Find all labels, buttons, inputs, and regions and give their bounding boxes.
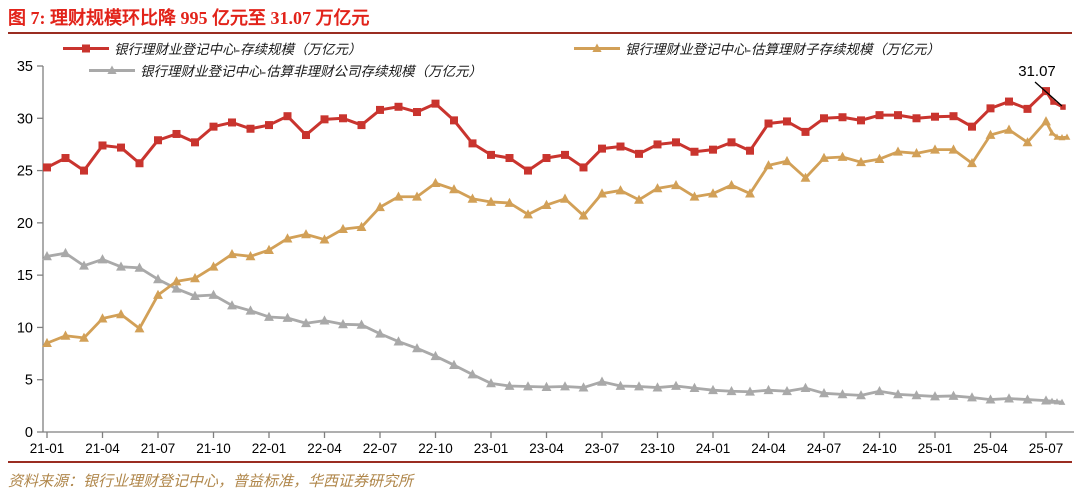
svg-text:25-01: 25-01 <box>918 441 953 456</box>
gold-triangle-line-legend-icon <box>574 43 620 52</box>
svg-text:0: 0 <box>25 425 33 441</box>
svg-text:24-01: 24-01 <box>696 441 731 456</box>
svg-text:23-04: 23-04 <box>529 441 564 456</box>
source-divider-line <box>8 461 1072 463</box>
legend-item-non-wm-company-scale: 银行理财业登记中心-估算非理财公司存续规模（万亿元） <box>88 62 482 79</box>
svg-text:23-01: 23-01 <box>474 441 509 456</box>
svg-text:22-07: 22-07 <box>363 441 398 456</box>
svg-text:15: 15 <box>17 268 33 284</box>
svg-text:21-10: 21-10 <box>196 441 231 456</box>
svg-text:21-01: 21-01 <box>30 441 65 456</box>
svg-text:10: 10 <box>17 320 33 336</box>
legend-label-registered-scale: 银行理财业登记中心-存续规模（万亿元） <box>114 42 362 57</box>
legend-label-wm-subsidiary-scale: 银行理财业登记中心-估算理财子存续规模（万亿元） <box>625 42 940 57</box>
svg-text:22-01: 22-01 <box>252 441 287 456</box>
svg-text:24-10: 24-10 <box>862 441 897 456</box>
svg-text:22-10: 22-10 <box>418 441 453 456</box>
svg-text:24-07: 24-07 <box>807 441 842 456</box>
red-square-line-legend-icon <box>63 44 109 52</box>
svg-text:21-07: 21-07 <box>141 441 176 456</box>
svg-text:25: 25 <box>17 164 33 180</box>
gray-triangle-line-legend-icon <box>89 65 135 74</box>
legend-item-registered-scale: 银行理财业登记中心-存续规模（万亿元） <box>62 40 362 57</box>
svg-text:21-04: 21-04 <box>85 441 120 456</box>
legend-item-wm-subsidiary-scale: 银行理财业登记中心-估算理财子存续规模（万亿元） <box>573 40 940 57</box>
svg-text:25-07: 25-07 <box>1029 441 1064 456</box>
svg-text:35: 35 <box>17 59 33 75</box>
svg-text:23-07: 23-07 <box>585 441 620 456</box>
svg-text:23-10: 23-10 <box>640 441 675 456</box>
annotation-31-07: 31.07 <box>1018 63 1056 80</box>
svg-text:5: 5 <box>25 373 33 389</box>
svg-text:30: 30 <box>17 111 33 127</box>
svg-text:24-04: 24-04 <box>751 441 786 456</box>
svg-text:25-04: 25-04 <box>973 441 1008 456</box>
chart-title: 图 7: 理财规模环比降 995 亿元至 31.07 万亿元 <box>8 8 370 28</box>
source-note: 资料来源：银行业理财登记中心，普益标准，华西证券研究所 <box>8 474 414 490</box>
title-divider-line <box>8 32 1072 34</box>
svg-text:20: 20 <box>17 216 33 232</box>
legend-label-non-wm-company-scale: 银行理财业登记中心-估算非理财公司存续规模（万亿元） <box>140 64 482 79</box>
svg-text:22-04: 22-04 <box>307 441 342 456</box>
